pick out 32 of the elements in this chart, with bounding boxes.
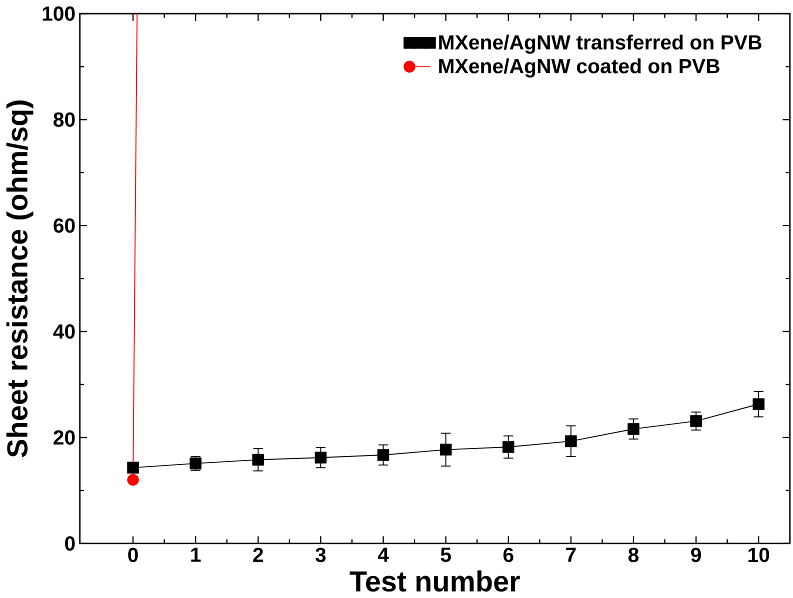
y-tick-label: 60 bbox=[54, 218, 75, 233]
point bbox=[252, 454, 264, 466]
point bbox=[628, 423, 640, 435]
y-tick-label: 80 bbox=[54, 112, 75, 127]
point bbox=[314, 452, 327, 464]
point bbox=[377, 449, 390, 461]
point bbox=[752, 398, 764, 410]
x-tick-label: 5 bbox=[440, 548, 451, 562]
x-tick-label: 4 bbox=[378, 548, 389, 562]
y-tick-label: 100 bbox=[42, 6, 75, 21]
point bbox=[690, 415, 702, 427]
x-tick-label: 0 bbox=[128, 548, 138, 562]
point bbox=[440, 444, 452, 456]
x-tick-label: 7 bbox=[566, 548, 576, 562]
y-axis-title: Sheet resistance (ohm/sq) bbox=[6, 100, 34, 458]
x-tick-label: 10 bbox=[748, 548, 770, 562]
y-tick-label: 0 bbox=[65, 536, 75, 551]
y-tick-label: 20 bbox=[54, 430, 75, 445]
x-tick-label: 9 bbox=[691, 548, 701, 562]
point bbox=[565, 435, 577, 448]
point bbox=[127, 474, 139, 486]
x-tick-label: 8 bbox=[628, 548, 639, 562]
x-tick-label: 1 bbox=[191, 548, 201, 562]
y-tick-label: 40 bbox=[53, 324, 75, 339]
point bbox=[502, 441, 514, 453]
x-tick-label: 6 bbox=[503, 548, 514, 562]
x-tick-label: 3 bbox=[315, 548, 326, 562]
x-axis-title: Test number bbox=[350, 570, 520, 592]
x-tick-label: 2 bbox=[253, 548, 263, 562]
legend-label: MXene/AgNW coated on PVB bbox=[439, 58, 720, 78]
point bbox=[127, 462, 139, 474]
legend-label: MXene/AgNW transferred on PVB bbox=[439, 34, 762, 54]
